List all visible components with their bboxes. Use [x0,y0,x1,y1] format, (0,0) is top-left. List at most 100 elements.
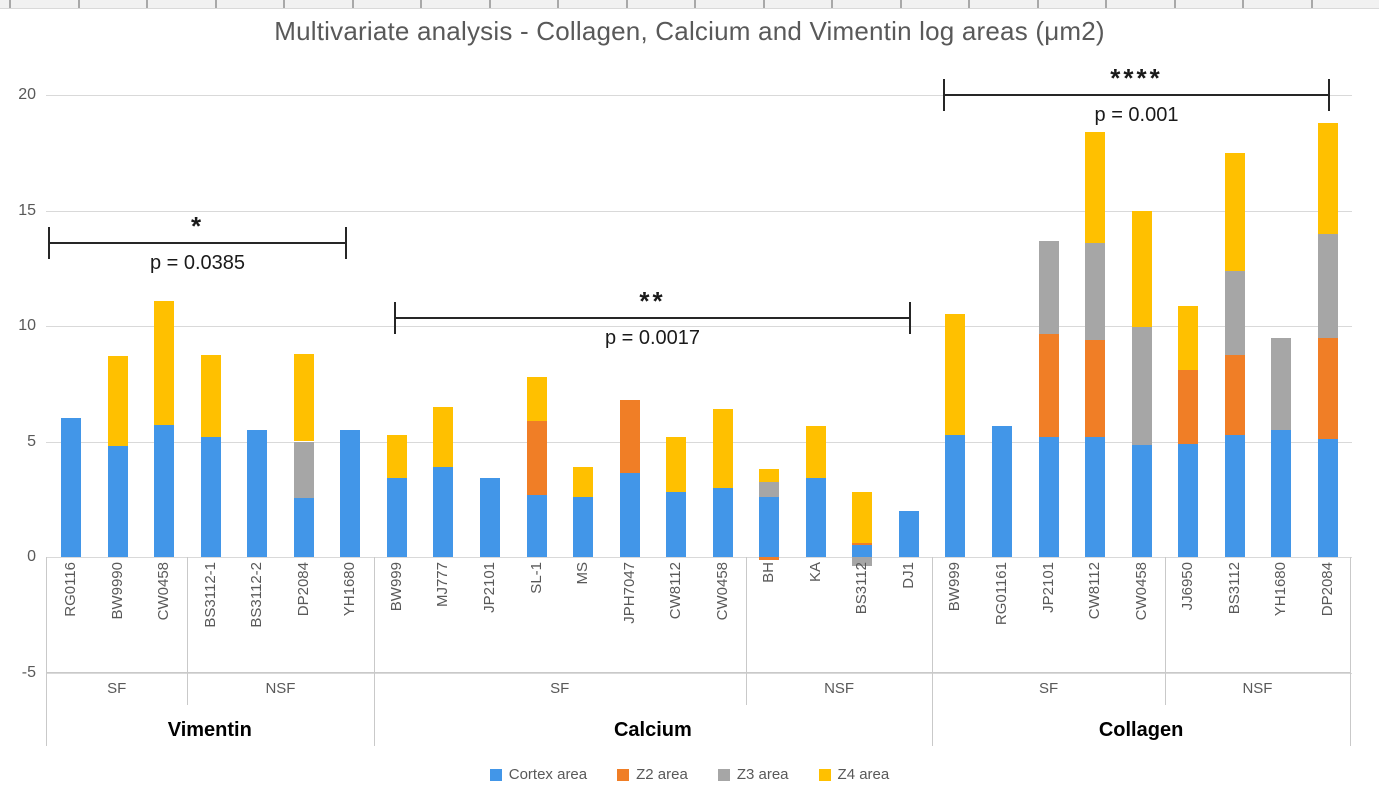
x-label-text: CW0458 [1132,562,1150,621]
legend-swatch-cortex [489,768,502,781]
x-label-ka: KA [805,562,827,668]
x-label-cw8112: CW8112 [665,562,687,668]
x-label-ms: MS [572,562,594,668]
strip-cell-divider [557,0,559,8]
x-label-yh1680: YH1680 [1270,562,1292,668]
bar-segment-z3 [1224,270,1245,355]
x-label-text: DP2084 [294,562,312,617]
bar-segment-z4 [573,466,594,497]
bar-segment-cortex [1271,429,1292,557]
gridline-y-20 [46,95,1352,96]
x-label-text: JPH7047 [620,562,638,624]
bar-segment-z2 [852,542,873,546]
y-axis-tick-label: 10 [18,317,36,334]
legend-label: Z2 area [636,766,688,783]
group-divider [1350,557,1351,746]
legend-item-z2: Z2 area [617,766,688,783]
bar-segment-z3 [1038,240,1059,335]
bar-segment-z4 [759,469,780,482]
legend-label: Z4 area [837,766,890,783]
gridline-y-5 [46,441,1352,443]
subgroup-label-vimentin-sf: SF [107,680,127,697]
bar-segment-z3 [1085,242,1106,340]
bar-segment-z4 [526,376,547,421]
x-label-text: BH [760,562,778,583]
bar-segment-cortex [573,496,594,557]
subgroup-divider [745,557,747,705]
strip-cell-divider [1310,0,1313,8]
strip-cell-divider [625,0,628,8]
legend-label: Cortex area [508,766,588,783]
significance-bracket-calcium [394,317,911,319]
bar-segment-z3 [759,481,780,497]
x-label-text: MJ777 [434,562,452,608]
x-label-bw999: BW999 [944,562,966,668]
strip-cell-divider [9,0,11,8]
x-label-bw9990: BW9990 [107,562,129,668]
x-label-cw0458: CW0458 [1131,562,1153,668]
bar-segment-z4 [433,406,454,467]
x-label-text: BW9990 [108,562,126,620]
bar-segment-cortex [666,492,687,557]
bar-segment-cortex [293,498,314,557]
bar-segment-cortex [386,478,407,557]
legend-item-z3: Z3 area [717,766,789,783]
legend-swatch-z4 [818,768,831,781]
bar-segment-cortex [712,487,733,557]
bar-segment-cortex [1131,444,1152,557]
bar-segment-z2 [1178,369,1199,444]
bar-segment-cortex [526,494,547,557]
p-value-label-vimentin: p = 0.0385 [149,252,246,274]
bar-segment-z3 [1131,327,1152,445]
bar-segment-cortex [1317,439,1338,557]
group-label-vimentin: Vimentin [167,719,252,741]
x-label-bs3112-1: BS3112-1 [200,562,222,668]
group-divider [932,557,934,746]
x-label-mj777: MJ777 [432,562,454,668]
strip-cell-divider [420,0,422,8]
bar-segment-cortex [805,478,826,557]
group-divider [46,557,47,746]
legend-label: Z3 area [736,766,789,783]
bar-segment-cortex [852,545,873,557]
x-label-text: CW0458 [713,562,731,621]
x-label-rg01161: RG01161 [991,562,1013,668]
bar-segment-z3 [1271,337,1292,430]
bar-segment-z4 [200,354,221,437]
y-axis-tick-label: 20 [18,86,36,103]
group-label-collagen: Collagen [1098,719,1184,741]
x-label-text: CW8112 [667,562,685,620]
category-band-border [46,672,1350,673]
bar-segment-cortex [898,510,919,557]
x-label-cw8112: CW8112 [1084,562,1106,668]
x-label-text: DP2084 [1318,562,1336,617]
bar-segment-z4 [1085,131,1106,243]
bracket-end-tick [943,79,945,111]
significance-stars-calcium: ** [639,286,666,316]
x-label-text: RG01161 [993,562,1010,626]
x-label-text: RG0116 [62,562,79,617]
x-label-text: CW0458 [155,562,173,621]
subgroup-label-calcium-sf: SF [550,680,570,697]
x-label-jp2101: JP2101 [1038,562,1060,668]
x-label-bs3112: BS3112 [1224,562,1246,668]
subgroup-label-calcium-nsf: NSF [824,680,855,697]
x-label-bs3112: BS3112 [851,562,873,668]
bar-segment-z4 [805,426,826,479]
spreadsheet-row-strip [0,0,1379,9]
strip-cell-divider [1036,0,1039,8]
legend-item-cortex: Cortex area [489,766,588,783]
subgroup-divider [1164,557,1166,705]
x-label-text: BS3112 [853,562,871,615]
significance-bracket-vimentin [48,242,347,244]
x-label-yh1680: YH1680 [339,562,361,668]
strip-cell-divider [214,0,217,8]
x-label-text: CW8112 [1086,562,1104,620]
bar-segment-z3 [1317,233,1338,338]
x-label-jph7047: JPH7047 [619,562,641,668]
bar-segment-cortex [61,418,81,557]
x-label-rg0116: RG0116 [60,562,82,668]
bar-segment-cortex [945,434,966,557]
gridline-y-15 [46,210,1352,212]
